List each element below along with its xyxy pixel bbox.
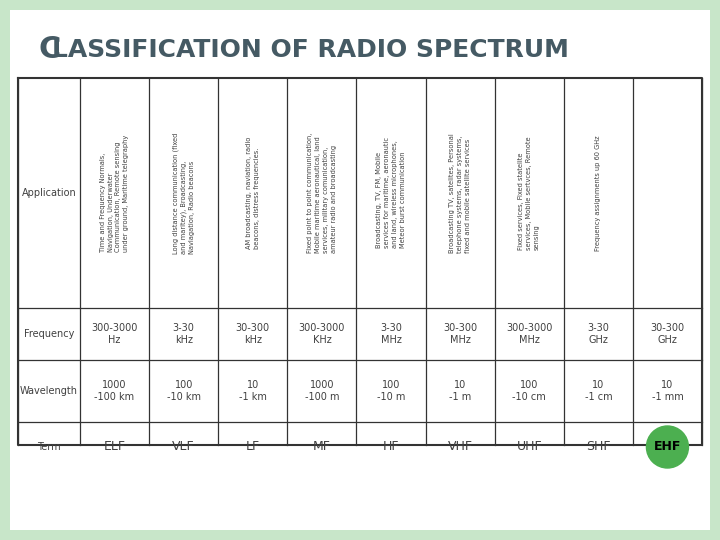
Bar <box>426 78 494 307</box>
Text: 10
-1 km: 10 -1 km <box>239 380 266 402</box>
Bar <box>150 78 217 307</box>
Text: Application: Application <box>22 188 76 198</box>
Bar <box>219 78 287 307</box>
Text: 3-30
kHz: 3-30 kHz <box>173 323 194 345</box>
Bar <box>564 78 632 307</box>
Text: 3-30
MHz: 3-30 MHz <box>380 323 402 345</box>
Text: Fixed point to point communication,
Mobile maritime aeronautical, land
services,: Fixed point to point communication, Mobi… <box>307 133 336 253</box>
Text: VLF: VLF <box>172 441 195 454</box>
Text: Time and Frequency Normals,
Navigation, Underwater
Communication, Remote sensing: Time and Frequency Normals, Navigation, … <box>100 134 129 252</box>
Text: 1000
-100 km: 1000 -100 km <box>94 380 135 402</box>
Text: 3-30
GHz: 3-30 GHz <box>588 323 609 345</box>
Text: Broadcasting TV, satelites, Personal
telephone systems, radar systems,
fixed and: Broadcasting TV, satelites, Personal tel… <box>449 133 471 253</box>
Bar <box>288 78 356 307</box>
Text: Frequency: Frequency <box>24 329 74 339</box>
Text: Frequency assignments up 60 GHz: Frequency assignments up 60 GHz <box>595 135 601 251</box>
Circle shape <box>647 426 688 468</box>
Text: LASSIFICATION OF RADIO SPECTRUM: LASSIFICATION OF RADIO SPECTRUM <box>52 38 569 62</box>
Text: 100
-10 cm: 100 -10 cm <box>513 380 546 402</box>
Text: Term: Term <box>37 442 60 452</box>
Text: Long distance communication (fixed
and maritey), Broadcasting,
Navlagation, Radi: Long distance communication (fixed and m… <box>172 132 195 254</box>
Text: 30-300
kHz: 30-300 kHz <box>235 323 270 345</box>
Bar <box>81 78 148 307</box>
Text: 10
-1 cm: 10 -1 cm <box>585 380 612 402</box>
Text: 300-3000
MHz: 300-3000 MHz <box>506 323 552 345</box>
Text: Wavelength: Wavelength <box>20 386 78 396</box>
Text: C: C <box>38 36 60 64</box>
Text: 10
-1 m: 10 -1 m <box>449 380 471 402</box>
Text: 10
-1 mm: 10 -1 mm <box>652 380 683 402</box>
Text: MF: MF <box>313 441 330 454</box>
Bar <box>634 78 701 307</box>
Text: VHF: VHF <box>448 441 472 454</box>
Text: 100
-10 km: 100 -10 km <box>166 380 201 402</box>
Text: SHF: SHF <box>586 441 611 454</box>
Text: UHF: UHF <box>516 441 542 454</box>
Text: 300-3000
Hz: 300-3000 Hz <box>91 323 138 345</box>
Text: AM broadcasting, naviation, radio
beacons, distress frequencies.: AM broadcasting, naviation, radio beacon… <box>246 137 260 249</box>
Text: Fixed services, Fixed statelite
services, Mobile sertvces, Remote
sensing: Fixed services, Fixed statelite services… <box>518 136 540 250</box>
Text: HF: HF <box>383 441 400 454</box>
Bar <box>357 78 425 307</box>
Text: 30-300
GHz: 30-300 GHz <box>650 323 685 345</box>
Text: 1000
-100 m: 1000 -100 m <box>305 380 339 402</box>
Text: 100
-10 m: 100 -10 m <box>377 380 405 402</box>
Bar <box>495 78 563 307</box>
Text: 30-300
MHz: 30-300 MHz <box>443 323 477 345</box>
Text: ELF: ELF <box>104 441 125 454</box>
Text: 300-3000
KHz: 300-3000 KHz <box>299 323 345 345</box>
Text: LF: LF <box>246 441 260 454</box>
Text: Broadcasting, TV, FM, Mobile
services for maritime, aeronautic
and land, wireles: Broadcasting, TV, FM, Mobile services fo… <box>377 138 405 248</box>
Text: EHF: EHF <box>654 441 681 454</box>
